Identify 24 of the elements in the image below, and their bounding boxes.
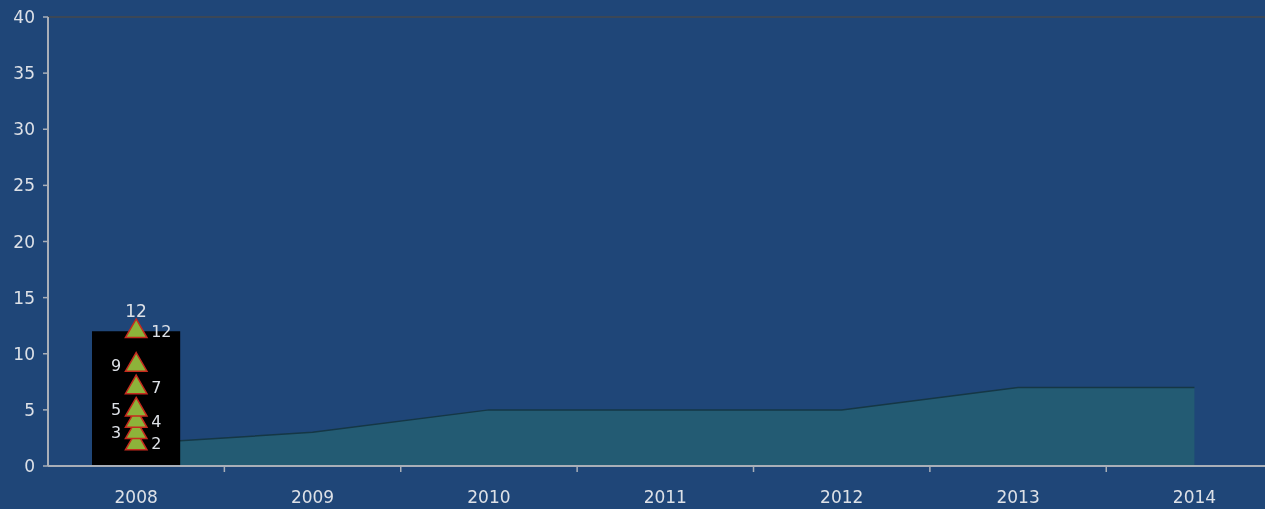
y-tick-label: 5 — [24, 399, 35, 420]
data-label: 2 — [151, 434, 162, 454]
y-tick-label: 40 — [13, 7, 35, 28]
data-label: 9 — [111, 355, 122, 375]
x-tick-label: 2011 — [643, 487, 687, 507]
x-tick-label: 2012 — [820, 487, 864, 507]
y-tick-label: 0 — [24, 456, 35, 477]
y-tick-label: 30 — [13, 119, 35, 140]
x-tick-label: 2013 — [996, 487, 1040, 507]
x-tick-label: 2014 — [1172, 487, 1217, 507]
y-tick-label: 15 — [13, 287, 35, 308]
x-tick-label: 2008 — [114, 487, 158, 507]
data-label: 12 — [151, 321, 172, 341]
y-tick-label: 35 — [13, 63, 35, 84]
y-tick-label: 20 — [13, 231, 35, 252]
y-tick-label: 25 — [13, 175, 35, 196]
y-tick-label: 10 — [13, 343, 35, 364]
data-label: 4 — [151, 411, 162, 431]
data-label: 12 — [125, 301, 147, 322]
data-label: 5 — [111, 400, 122, 420]
data-label: 3 — [111, 422, 122, 442]
x-tick-label: 2009 — [290, 487, 335, 507]
x-tick-label: 2010 — [467, 487, 511, 507]
data-label: 7 — [151, 378, 162, 398]
